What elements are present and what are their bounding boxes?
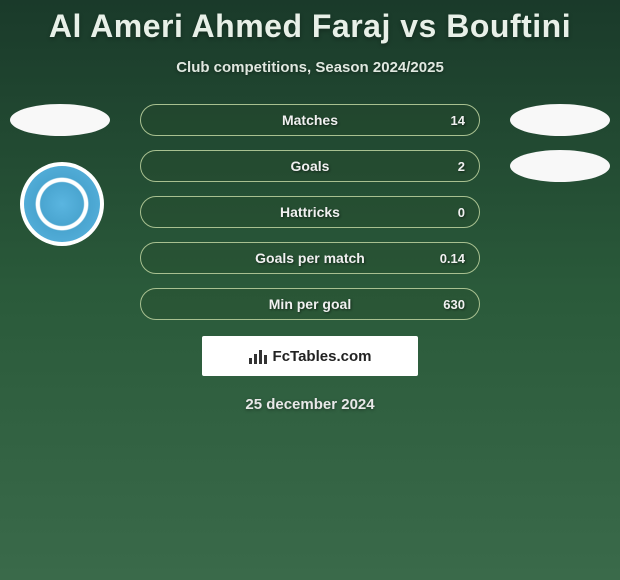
bars-icon: [249, 348, 267, 364]
date-text: 25 december 2024: [0, 396, 620, 413]
stat-row-min-per-goal: Min per goal 630: [140, 288, 480, 320]
stat-row-hattricks: Hattricks 0: [140, 196, 480, 228]
page-title: Al Ameri Ahmed Faraj vs Bouftini: [0, 0, 620, 45]
stat-row-goals-per-match: Goals per match 0.14: [140, 242, 480, 274]
stat-row-goals: Goals 2: [140, 150, 480, 182]
stat-right-value: 14: [451, 113, 465, 128]
stat-label: Min per goal: [269, 296, 351, 312]
branding-box[interactable]: FcTables.com: [202, 336, 418, 376]
club-badge-art: [24, 166, 100, 242]
player-left-badge-placeholder: [10, 104, 110, 136]
subtitle: Club competitions, Season 2024/2025: [0, 59, 620, 76]
branding-text: FcTables.com: [273, 348, 372, 365]
player-right-badge-placeholder-2: [510, 150, 610, 182]
stat-right-value: 2: [458, 159, 465, 174]
comparison-panel: Matches 14 Goals 2 Hattricks 0 Goals per…: [0, 104, 620, 413]
stat-label: Goals: [291, 158, 330, 174]
stat-label: Goals per match: [255, 250, 365, 266]
club-badge-left: [20, 162, 104, 246]
stat-right-value: 0: [458, 205, 465, 220]
player-right-badge-placeholder-1: [510, 104, 610, 136]
stat-row-matches: Matches 14: [140, 104, 480, 136]
stat-label: Matches: [282, 112, 338, 128]
stat-label: Hattricks: [280, 204, 340, 220]
stat-right-value: 630: [443, 297, 465, 312]
stat-right-value: 0.14: [440, 251, 465, 266]
